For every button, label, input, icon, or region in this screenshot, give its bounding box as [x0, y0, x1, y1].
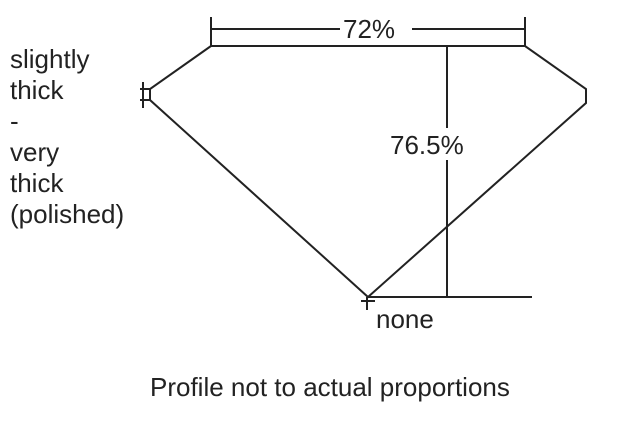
girdle-line: (polished) — [10, 199, 125, 229]
girdle-line: thick — [10, 75, 64, 105]
girdle-line: - — [10, 106, 19, 136]
depth-percentage-label: 76.5% — [390, 130, 464, 160]
girdle-label: slightly thick - very thick (polished) — [10, 44, 124, 230]
proportions-note: Profile not to actual proportions — [150, 372, 510, 402]
culet-label: none — [376, 304, 434, 334]
table-percentage-label: 72% — [343, 14, 396, 44]
girdle-line: very — [10, 137, 60, 167]
gem-outline — [149, 45, 587, 299]
girdle-line: slightly — [10, 44, 90, 74]
girdle-line: thick — [10, 168, 64, 198]
